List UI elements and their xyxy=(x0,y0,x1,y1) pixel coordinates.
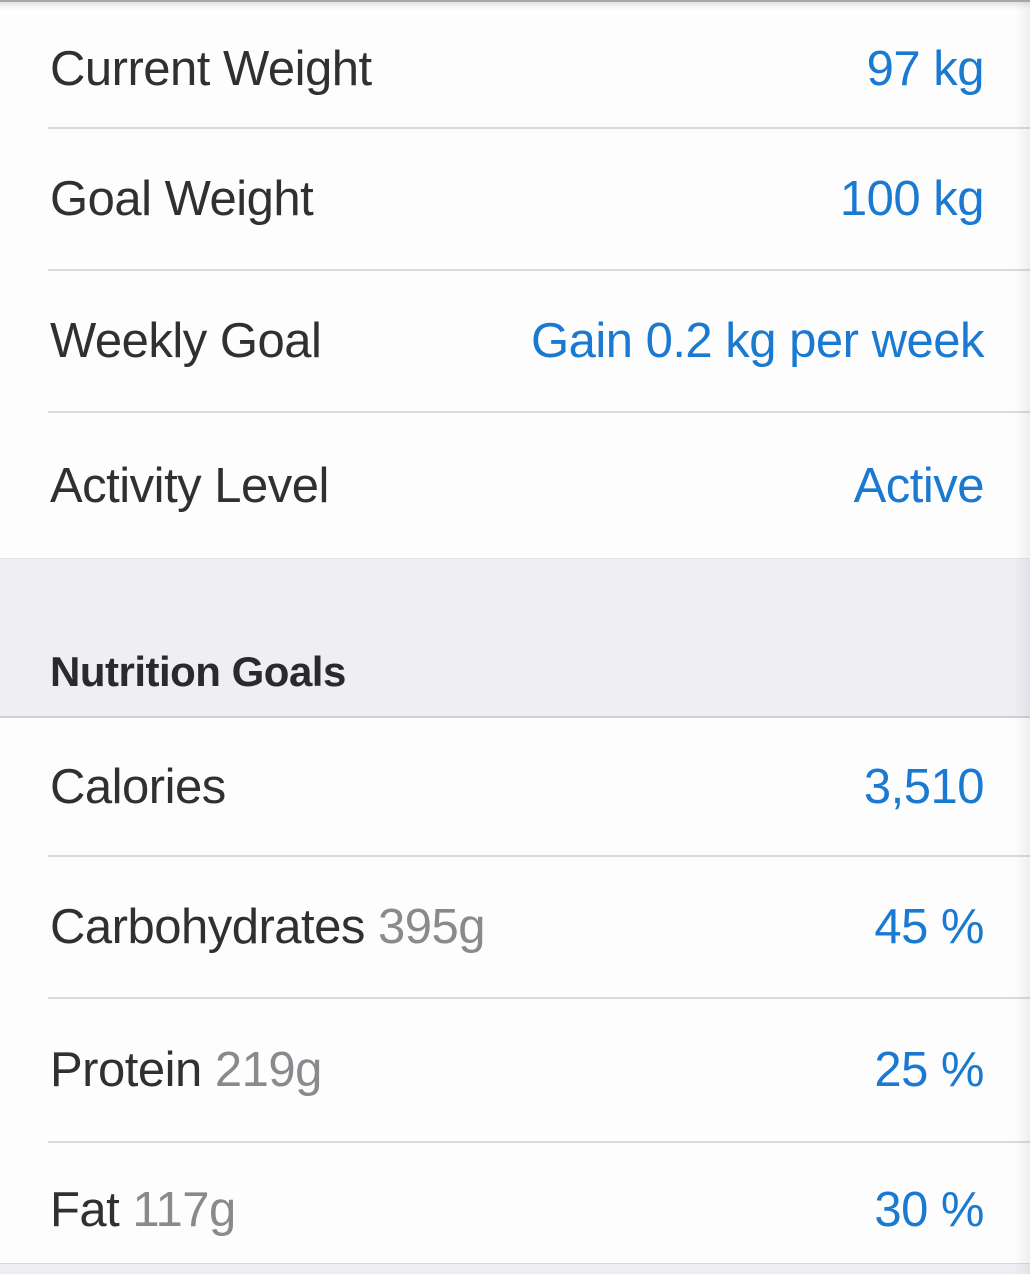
protein-label: Protein 219g xyxy=(50,1042,322,1098)
carbohydrates-percent: 45 % xyxy=(874,900,984,954)
protein-name: Protein xyxy=(50,1043,202,1097)
separator xyxy=(48,1141,1030,1143)
row-carbohydrates[interactable]: Carbohydrates 395g 45 % xyxy=(0,857,1030,997)
fat-grams: 117g xyxy=(132,1182,236,1237)
navbar-shadow-edge xyxy=(0,0,1030,11)
fat-name: Fat xyxy=(50,1182,120,1237)
activity-level-label: Activity Level xyxy=(50,458,329,513)
fat-label: Fat 117g xyxy=(50,1182,236,1238)
section-header-title: Nutrition Goals xyxy=(50,648,346,695)
activity-level-value: Active xyxy=(853,458,985,513)
nutrition-goals-section-header: Nutrition Goals xyxy=(0,558,1030,718)
row-protein[interactable]: Protein 219g 25 % xyxy=(0,999,1030,1141)
separator xyxy=(48,997,1030,999)
current-weight-value: 97 kg xyxy=(866,42,985,96)
profile-goals-section: Current Weight 97 kg Goal Weight 100 kg … xyxy=(0,11,1030,558)
separator xyxy=(48,411,1030,413)
row-goal-weight[interactable]: Goal Weight 100 kg xyxy=(0,129,1030,269)
carbohydrates-label: Carbohydrates 395g xyxy=(50,899,486,955)
weekly-goal-value: Gain 0.2 kg per week xyxy=(530,314,985,368)
goal-weight-label: Goal Weight xyxy=(50,172,314,226)
separator xyxy=(48,269,1030,271)
row-calories[interactable]: Calories 3,510 xyxy=(0,718,1030,855)
row-fat[interactable]: Fat 117g 30 % xyxy=(0,1143,1030,1276)
calories-label: Calories xyxy=(50,759,226,814)
nutrition-goals-section: Calories 3,510 Carbohydrates 395g 45 % P… xyxy=(0,718,1030,1276)
fat-percent: 30 % xyxy=(874,1182,984,1237)
goal-weight-value: 100 kg xyxy=(839,172,985,226)
next-section-edge xyxy=(0,1263,1030,1274)
row-weekly-goal[interactable]: Weekly Goal Gain 0.2 kg per week xyxy=(0,271,1030,411)
protein-grams: 219g xyxy=(214,1043,323,1097)
separator xyxy=(48,127,1030,129)
separator xyxy=(48,855,1030,857)
weekly-goal-label: Weekly Goal xyxy=(50,314,322,368)
protein-percent: 25 % xyxy=(874,1043,984,1097)
row-activity-level[interactable]: Activity Level Active xyxy=(0,413,1030,558)
carbohydrates-name: Carbohydrates xyxy=(50,900,365,954)
calories-value: 3,510 xyxy=(863,759,985,814)
carbohydrates-grams: 395g xyxy=(378,900,486,954)
row-current-weight[interactable]: Current Weight 97 kg xyxy=(0,11,1030,127)
current-weight-label: Current Weight xyxy=(50,42,372,96)
